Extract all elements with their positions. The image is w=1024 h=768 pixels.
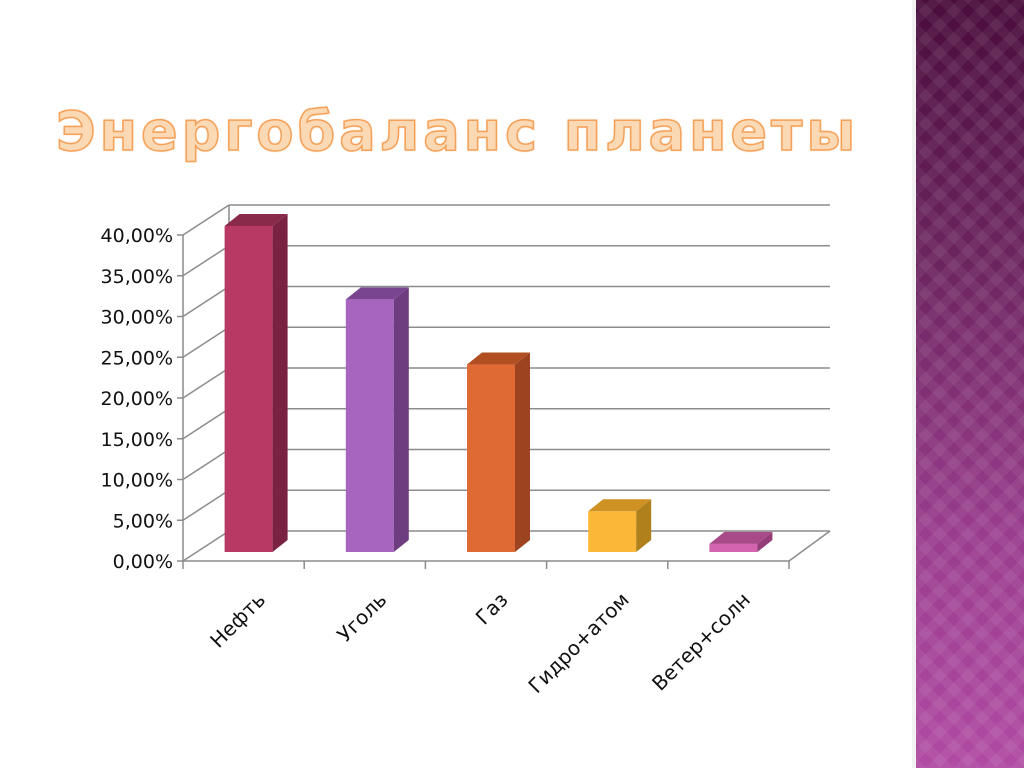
gridline-depth [182, 408, 230, 440]
gridline-depth [182, 448, 230, 481]
y-tick-label: 35,00% [101, 266, 173, 288]
gridline-depth [182, 245, 230, 277]
label-layer: 0,00% 5,00% 10,00% 15,00% 20,00% 25,00% 30,00%… [101, 225, 755, 698]
x-category-label: Нефть [205, 588, 270, 653]
bar-1 [345, 287, 409, 552]
x-category-label: Газ [471, 588, 513, 630]
bar-side [757, 531, 773, 552]
y-tick-label: 5,00% [113, 510, 173, 532]
x-category-label: Уголь [332, 588, 391, 647]
bar-side [272, 214, 288, 552]
x-category-label: Ветер+солн [647, 588, 755, 696]
bar-side [636, 499, 652, 552]
bar-top [709, 531, 773, 544]
y-tick-label: 25,00% [101, 347, 173, 369]
decorative-side-band [912, 0, 1024, 768]
x-category-label: Гидро+атом [523, 588, 633, 698]
gridline-depth [182, 489, 230, 521]
bar-top [467, 352, 530, 365]
bar-front [224, 226, 273, 552]
y-tick-label: 0,00% [113, 551, 173, 573]
bar-4 [709, 531, 773, 552]
bar-layer [224, 214, 773, 552]
bar-3 [588, 499, 652, 552]
bar-front [588, 511, 637, 552]
gridline-depth [182, 204, 230, 236]
bar-front [467, 364, 515, 552]
y-tick-label: 30,00% [101, 307, 173, 329]
slide-title: Энергобаланс планеты [55, 99, 860, 164]
gridline-depth [182, 326, 230, 358]
gridline-depth [182, 530, 230, 562]
y-tick-label: 15,00% [101, 429, 173, 451]
y-tick-label: 10,00% [101, 470, 173, 492]
bar-top [345, 287, 409, 300]
bar-side [515, 352, 530, 552]
floor-right-edge [788, 530, 831, 562]
bar-front [709, 543, 758, 552]
y-tick-label: 20,00% [101, 388, 173, 410]
bar-side [393, 287, 409, 552]
bar-top [588, 499, 652, 512]
bar-2 [467, 352, 530, 552]
gridline-depth [182, 285, 230, 318]
bar-top [224, 214, 288, 226]
y-tick-label: 40,00% [101, 225, 173, 247]
gridline-depth [182, 367, 230, 399]
bar-front [345, 299, 394, 552]
bar-0 [224, 214, 288, 552]
